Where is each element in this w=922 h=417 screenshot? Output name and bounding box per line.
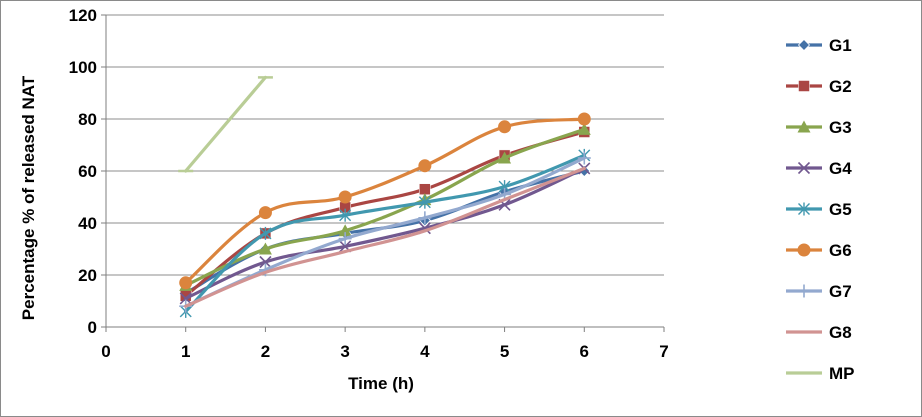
series-lines <box>178 75 591 318</box>
data-point-g6 <box>179 276 193 290</box>
legend-item-g1: G1 <box>786 36 852 55</box>
x-tick-label: 5 <box>500 342 509 361</box>
legend-label-g3: G3 <box>829 118 852 137</box>
data-point-g7 <box>338 232 352 246</box>
legend-label-mp: MP <box>829 364 855 383</box>
x-tick-label: 4 <box>420 342 430 361</box>
legend-label-g8: G8 <box>829 323 852 342</box>
data-point-g6 <box>258 206 272 220</box>
series-g8 <box>184 166 586 308</box>
series-line-g7 <box>184 156 586 308</box>
legend-item-g7: G7 <box>786 282 852 301</box>
legend-item-g4: G4 <box>786 159 852 178</box>
series-mp <box>178 75 273 173</box>
x-tick-label: 7 <box>659 342 668 361</box>
data-point-g5 <box>339 208 352 222</box>
data-point-g7 <box>418 211 432 225</box>
data-point-g6 <box>498 120 512 134</box>
data-point-g5 <box>418 195 431 209</box>
data-point-g4 <box>259 255 272 269</box>
x-tick-label: 3 <box>340 342 349 361</box>
legend-marker-g6 <box>797 243 811 257</box>
legend: G1 G2 G3 G4 G5 G6 G7 G8 MP <box>786 36 855 383</box>
legend-label-g2: G2 <box>829 77 852 96</box>
series-g5 <box>179 148 591 318</box>
series-line-g6 <box>184 117 586 285</box>
legend-label-g5: G5 <box>829 200 852 219</box>
legend-item-g5: G5 <box>786 200 852 219</box>
legend-item-g2: G2 <box>786 77 852 96</box>
legend-marker-g2 <box>798 80 810 92</box>
y-tick-label: 60 <box>78 162 97 181</box>
y-tick-label: 40 <box>78 214 97 233</box>
data-point-g5 <box>259 226 272 240</box>
legend-label-g6: G6 <box>829 241 852 260</box>
data-point-g3 <box>338 224 352 237</box>
y-tick-label: 100 <box>69 58 97 77</box>
y-tick-label: 80 <box>78 110 97 129</box>
data-point-g6 <box>338 190 352 204</box>
data-point-g2 <box>419 183 431 195</box>
y-tick-label: 20 <box>78 266 97 285</box>
legend-marker-g3 <box>797 120 811 133</box>
x-tick-label: 6 <box>580 342 589 361</box>
series-line-g4 <box>184 166 586 300</box>
x-tick-label: 1 <box>181 342 190 361</box>
data-point-g6 <box>418 159 432 173</box>
series-line-g8 <box>184 166 586 308</box>
series-line-mp <box>184 75 268 173</box>
gridlines <box>106 14 664 276</box>
x-axis-title: Time (h) <box>348 374 414 393</box>
y-tick-label: 120 <box>69 6 97 25</box>
legend-item-g3: G3 <box>786 118 852 137</box>
legend-item-g8: G8 <box>786 323 852 342</box>
y-axis-title: Percentage % of released NAT <box>19 75 38 320</box>
legend-item-mp: MP <box>786 364 855 383</box>
legend-marker-g1 <box>797 38 811 52</box>
legend-marker-g5 <box>798 202 810 216</box>
x-tick-label: 2 <box>261 342 270 361</box>
data-point-g3 <box>498 151 512 164</box>
data-point-g3 <box>577 122 591 135</box>
data-point-g7 <box>577 151 591 165</box>
data-point-g3 <box>258 242 272 255</box>
legend-item-g6: G6 <box>786 241 852 260</box>
x-tick-label: 0 <box>101 342 110 361</box>
series-g7 <box>179 151 591 313</box>
data-point-g4 <box>179 292 192 305</box>
legend-label-g7: G7 <box>829 282 852 301</box>
series-line-g3 <box>184 127 586 287</box>
legend-label-g1: G1 <box>829 36 852 55</box>
series-g4 <box>179 162 591 305</box>
series-line-g5 <box>184 153 586 313</box>
axes: 0 20 40 60 80 100 120 0 1 2 3 4 5 6 7 Time (h) Percentag… <box>19 6 669 393</box>
data-point-g6 <box>577 112 591 126</box>
y-tick-label: 0 <box>88 318 97 337</box>
series-g6 <box>179 112 591 290</box>
legend-label-g4: G4 <box>829 159 852 178</box>
legend-marker-g7 <box>797 284 811 298</box>
legend-marker-g4 <box>797 161 811 175</box>
